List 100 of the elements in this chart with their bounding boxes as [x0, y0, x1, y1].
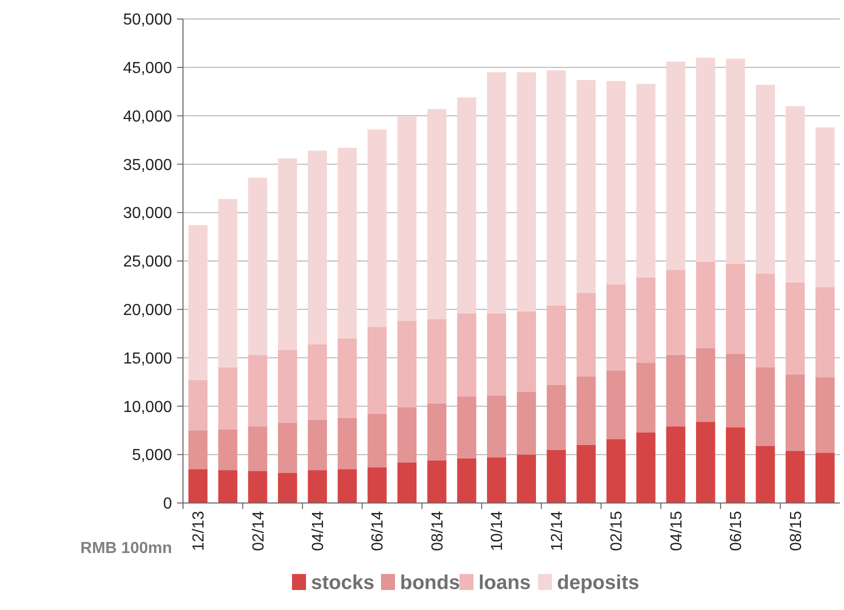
bar: [368, 467, 387, 503]
bar: [368, 129, 387, 327]
bar: [457, 458, 476, 503]
y-tick-label: 30,000: [123, 205, 172, 222]
bar: [606, 80, 626, 284]
bar: [457, 97, 476, 314]
bar: [576, 80, 596, 293]
bar: [636, 84, 656, 278]
bar: [397, 407, 417, 462]
x-tick-label: 08/15: [788, 510, 805, 552]
x-tick-label: 04/14: [310, 510, 327, 552]
bar: [308, 344, 327, 420]
bar: [218, 199, 238, 368]
legend-label: deposits: [557, 572, 640, 594]
bar: [666, 270, 686, 355]
bar: [218, 470, 238, 503]
y-tick-label: 15,000: [123, 350, 172, 368]
bar: [338, 148, 357, 338]
bar: [786, 450, 805, 503]
bar: [368, 414, 387, 468]
bar: [756, 84, 775, 274]
x-tick-label: 06/15: [728, 510, 746, 552]
y-tick-label: 45,000: [123, 60, 172, 77]
bar: [726, 58, 746, 264]
bar: [546, 70, 566, 306]
bar: [278, 350, 298, 423]
bar: [546, 384, 566, 450]
bar: [516, 392, 536, 455]
bar: [427, 403, 446, 460]
bar: [516, 72, 536, 312]
bar: [188, 225, 208, 380]
y-tick-label: 0: [163, 496, 172, 513]
y-tick-label: 20,000: [123, 302, 172, 319]
bar: [636, 277, 656, 363]
bar: [188, 469, 208, 503]
bar: [338, 418, 357, 470]
bar: [397, 462, 417, 503]
y-tick-label: 40,000: [123, 108, 172, 126]
bar: [816, 452, 835, 503]
bar: [696, 422, 716, 503]
bar: [248, 178, 268, 355]
bar: [696, 262, 716, 348]
y-axis-title: RMB 100mn: [80, 540, 172, 557]
bar: [278, 158, 298, 350]
bar: [218, 367, 238, 430]
bar: [546, 306, 566, 385]
bar: [606, 284, 626, 370]
bar: [338, 338, 357, 418]
bar: [487, 396, 506, 458]
bar: [487, 458, 506, 503]
bar: [248, 426, 268, 472]
bar: [786, 374, 805, 451]
bar: [666, 62, 686, 270]
bar: [636, 432, 656, 503]
x-tick-label: 12/13: [190, 510, 208, 552]
bar: [516, 311, 536, 392]
x-tick-label: 08/14: [429, 510, 446, 552]
bar: [397, 321, 417, 408]
bar: [816, 127, 835, 288]
bar: [786, 106, 805, 282]
bar: [756, 274, 775, 368]
bar: [576, 376, 596, 445]
bar: [457, 313, 476, 397]
bar: [457, 396, 476, 458]
legend-label: loans: [478, 572, 531, 594]
bar: [397, 116, 417, 322]
bar: [726, 427, 746, 503]
y-tick-label: 25,000: [123, 254, 172, 271]
bar: [606, 439, 626, 503]
x-tick-label: 12/14: [548, 510, 566, 552]
bar: [188, 380, 208, 430]
legend-label: bonds: [400, 572, 460, 594]
x-tick-label: 06/14: [370, 510, 387, 552]
bar: [756, 446, 775, 503]
legend-label: stocks: [311, 572, 374, 594]
y-tick-label: 35,000: [123, 156, 172, 174]
bar: [546, 450, 566, 503]
bar: [576, 444, 596, 503]
bar: [516, 454, 536, 503]
bar: [188, 430, 208, 470]
y-tick-label: 5,000: [132, 447, 172, 464]
bar: [427, 319, 446, 404]
bar: [696, 348, 716, 422]
bar: [666, 354, 686, 427]
bar: [816, 287, 835, 378]
bar: [487, 313, 506, 396]
bar: [726, 354, 746, 428]
bar: [278, 472, 298, 503]
bar: [427, 460, 446, 503]
bar: [278, 422, 298, 473]
x-tick-label: 02/15: [608, 510, 626, 552]
x-tick-label: 02/14: [250, 510, 268, 552]
bar: [606, 370, 626, 440]
bar: [248, 471, 268, 503]
y-tick-label: 10,000: [123, 398, 172, 416]
bar: [218, 429, 238, 470]
x-tick-label: 04/15: [668, 510, 686, 552]
bar: [576, 292, 596, 376]
bar: [666, 426, 686, 503]
bar: [726, 264, 746, 354]
